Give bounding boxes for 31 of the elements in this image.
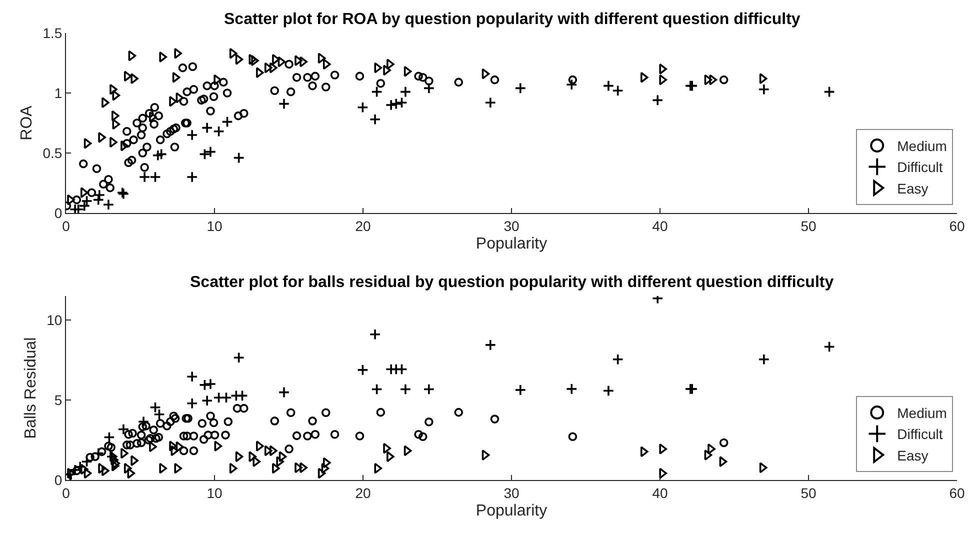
y-tick-label: 0.5 [42,144,62,161]
y-axis-title: Balls Residual [22,337,40,439]
x-tick-label: 20 [355,484,371,501]
legend-label: Easy [897,180,928,196]
x-tick-label: 20 [355,218,371,234]
legend-label: Difficult [897,159,943,176]
x-tick-label: 10 [206,484,222,501]
y-tick-label: 5 [54,392,62,408]
legend-label: Medium [897,138,947,154]
x-tick-label: 60 [949,218,965,234]
y-tick-label: 1.5 [42,24,62,41]
x-tick-label: 40 [652,484,668,501]
x-tick-label: 50 [800,484,816,501]
x-tick-label: 10 [206,218,222,234]
x-axis-title: Popularity [476,502,548,520]
y-tick-label: 0 [54,472,62,488]
x-axis-title: Popularity [476,236,548,252]
x-tick-label: 60 [949,484,965,501]
x-tick-label: 50 [800,218,816,234]
chart-title: Scatter plot for ROA by question popularity with different question difficulty [224,11,800,28]
x-tick-label: 30 [504,484,520,501]
y-tick-label: 10 [46,312,62,328]
legend-label: Medium [897,404,947,421]
y-tick-label: 1 [54,84,62,101]
x-tick-label: 40 [652,218,668,234]
chart-title: Scatter plot for balls residual by question popularity with different question difficulty [190,274,834,291]
y-tick-label: 0 [54,204,62,221]
legend-label: Difficult [897,426,943,442]
y-axis-title: ROA [18,105,36,140]
legend-label: Easy [897,447,928,464]
x-tick-label: 30 [504,218,520,234]
